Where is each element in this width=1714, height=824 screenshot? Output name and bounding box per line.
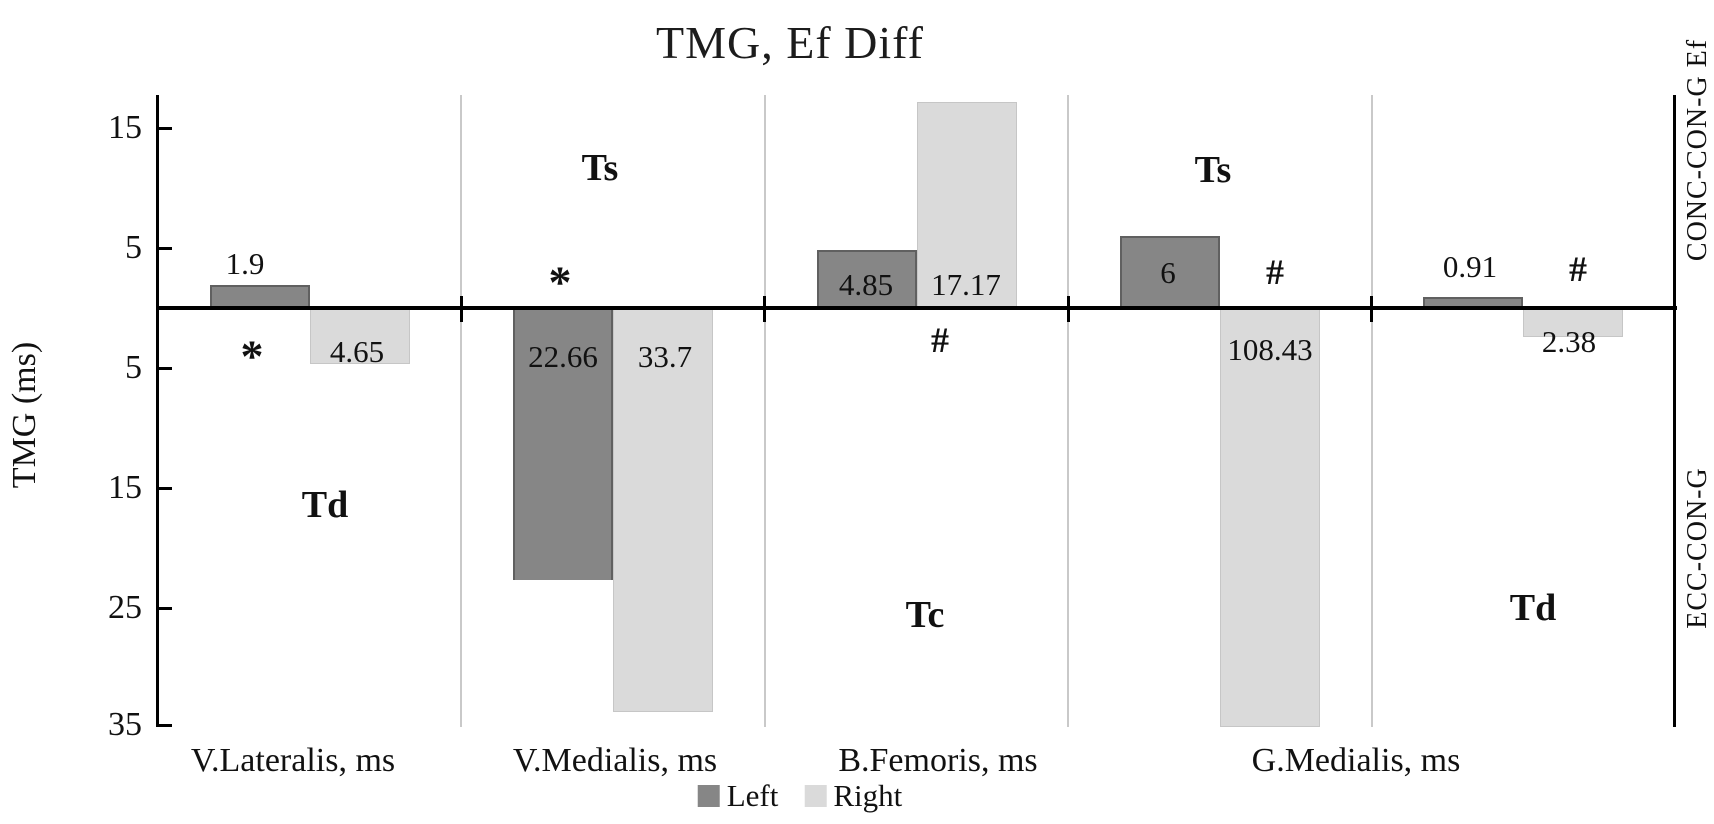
bar-value-label: 17.17 xyxy=(931,267,1001,302)
y-axis-tick xyxy=(158,606,172,610)
legend-label: Left xyxy=(726,778,779,813)
bar-value-label: 33.7 xyxy=(637,339,693,374)
bar-value-label: 2.38 xyxy=(1541,324,1597,359)
y-tick-label: 25 xyxy=(108,589,142,626)
y-axis-tick xyxy=(158,486,172,490)
significance-hash: # xyxy=(931,320,949,360)
parameter-label: Tc xyxy=(905,594,945,636)
significance-star: * xyxy=(548,256,572,308)
y-axis-line xyxy=(156,95,159,727)
x-category-label: G.Medialis, ms xyxy=(1251,742,1461,779)
bar-value-label: 1.9 xyxy=(225,246,265,281)
legend: Left Right xyxy=(697,778,902,814)
significance-star: * xyxy=(240,330,264,382)
y-axis-tick xyxy=(158,126,172,130)
bar-value-label: 108.43 xyxy=(1227,332,1313,367)
zero-baseline xyxy=(156,306,1677,310)
bar-left-group-3 xyxy=(1119,236,1220,308)
parameter-label: Ts xyxy=(581,147,619,189)
x-category-label: V.Medialis, ms xyxy=(512,742,718,779)
legend-item-left: Left xyxy=(697,778,779,814)
legend-label: Right xyxy=(833,778,903,813)
significance-hash: # xyxy=(1266,252,1284,292)
bar-value-label: 4.85 xyxy=(838,267,894,302)
y-axis-tick xyxy=(158,723,172,727)
bar-left-group-0 xyxy=(209,285,310,308)
bar-right-group-1 xyxy=(613,308,714,713)
legend-swatch-right xyxy=(804,785,827,807)
right-border-line xyxy=(1673,95,1676,727)
significance-hash: # xyxy=(1569,249,1587,289)
y-tick-label: 15 xyxy=(108,109,142,146)
bar-right-group-0 xyxy=(309,308,410,364)
legend-swatch-left xyxy=(697,785,720,807)
y-axis-tick xyxy=(158,366,172,370)
bar-right-group-3 xyxy=(1219,308,1320,727)
bar-value-label: 6 xyxy=(1160,255,1176,290)
panel-separator-gridline xyxy=(763,95,766,727)
y-tick-label: 35 xyxy=(108,706,142,743)
bar-left-group-1 xyxy=(513,308,614,580)
bar-left-group-4 xyxy=(1423,297,1524,308)
panel-separator-gridline xyxy=(1370,95,1373,727)
bar-value-label: 4.65 xyxy=(329,334,385,369)
y-tick-label: 15 xyxy=(108,469,142,506)
bar-right-group-2 xyxy=(916,101,1017,308)
y-axis-tick xyxy=(158,246,172,250)
bar-value-label: 22.66 xyxy=(528,339,598,374)
parameter-label: Ts xyxy=(1194,149,1232,191)
legend-item-right: Right xyxy=(804,778,902,814)
panel-separator-gridline xyxy=(460,95,463,727)
parameter-label: Td xyxy=(301,484,349,526)
bar-value-label: 0.91 xyxy=(1442,249,1498,284)
parameter-label: Td xyxy=(1509,587,1557,629)
y-tick-label: 5 xyxy=(125,349,142,386)
bar-right-group-4 xyxy=(1523,308,1624,337)
chart-title: TMG, Ef Diff xyxy=(656,17,924,68)
bar-left-group-2 xyxy=(816,249,917,308)
x-category-label: V.Lateralis, ms xyxy=(190,742,396,779)
y-tick-label: 5 xyxy=(125,229,142,266)
panel-separator-gridline xyxy=(1067,95,1070,727)
x-category-label: B.Femoris, ms xyxy=(838,742,1038,779)
